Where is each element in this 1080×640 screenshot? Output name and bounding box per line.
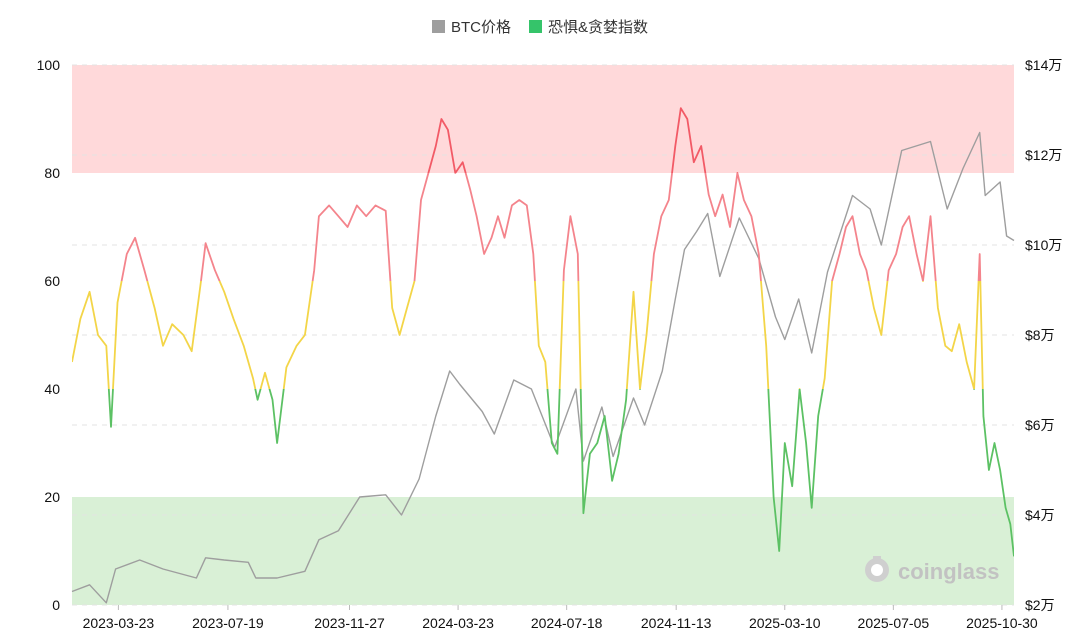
legend: BTC价格 恐惧&贪婪指数 [0,16,1080,37]
legend-item-fear-greed[interactable]: 恐惧&贪婪指数 [529,16,648,37]
extreme-greed-band-line [427,107,739,173]
extreme-fear-zone [72,497,1014,605]
right-tick-label: $2万 [1025,597,1055,613]
left-tick-label: 0 [52,597,60,613]
left-axis: 0 20 40 60 80 100 [37,57,61,613]
legend-label-fear-greed: 恐惧&贪婪指数 [548,19,649,36]
right-tick-label: $14万 [1025,57,1062,73]
btc-price-series [71,131,1015,604]
legend-item-btc[interactable]: BTC价格 [431,16,511,37]
legend-swatch-fear-greed [529,20,542,33]
watermark: coinglass [865,556,999,584]
btc-price-line [71,131,1015,604]
left-tick-label: 20 [44,489,60,505]
left-tick-label: 80 [44,165,60,181]
x-tick-label: 2023-07-19 [192,615,264,631]
x-tick-label: 2025-07-05 [858,615,930,631]
right-tick-label: $8万 [1025,327,1055,343]
x-tick-label: 2025-10-30 [966,615,1038,631]
left-tick-label: 60 [44,273,60,289]
left-tick-label: 40 [44,381,60,397]
right-tick-label: $10万 [1025,237,1062,253]
x-tick-label: 2024-07-18 [531,615,603,631]
x-tick-label: 2024-03-23 [422,615,494,631]
x-tick-label: 2025-03-10 [749,615,821,631]
right-tick-label: $12万 [1025,147,1062,163]
extreme-greed-zone [72,65,1014,173]
fear-greed-series [72,107,1014,557]
greed-band-line [120,173,982,281]
x-tick-label: 2024-11-13 [641,615,712,631]
legend-label-btc: BTC价格 [450,19,511,36]
fear-band-line [107,389,1014,557]
x-tick-label: 2023-11-27 [314,615,385,631]
right-tick-label: $4万 [1025,507,1055,523]
neutral-band-line [72,281,984,389]
legend-swatch-btc [431,20,445,33]
right-tick-label: $6万 [1025,417,1055,433]
x-axis: 2023-03-23 2023-07-19 2023-11-27 2024-03-23… [83,605,1038,631]
left-tick-label: 100 [37,57,61,73]
coinglass-logo-icon [865,556,889,582]
x-tick-label: 2023-03-23 [83,615,155,631]
right-axis: $2万 $4万 $6万 $8万 $10万 $12万 $14万 [1025,57,1062,613]
grid-layer [72,64,1014,606]
watermark-text: coinglass [898,559,999,584]
